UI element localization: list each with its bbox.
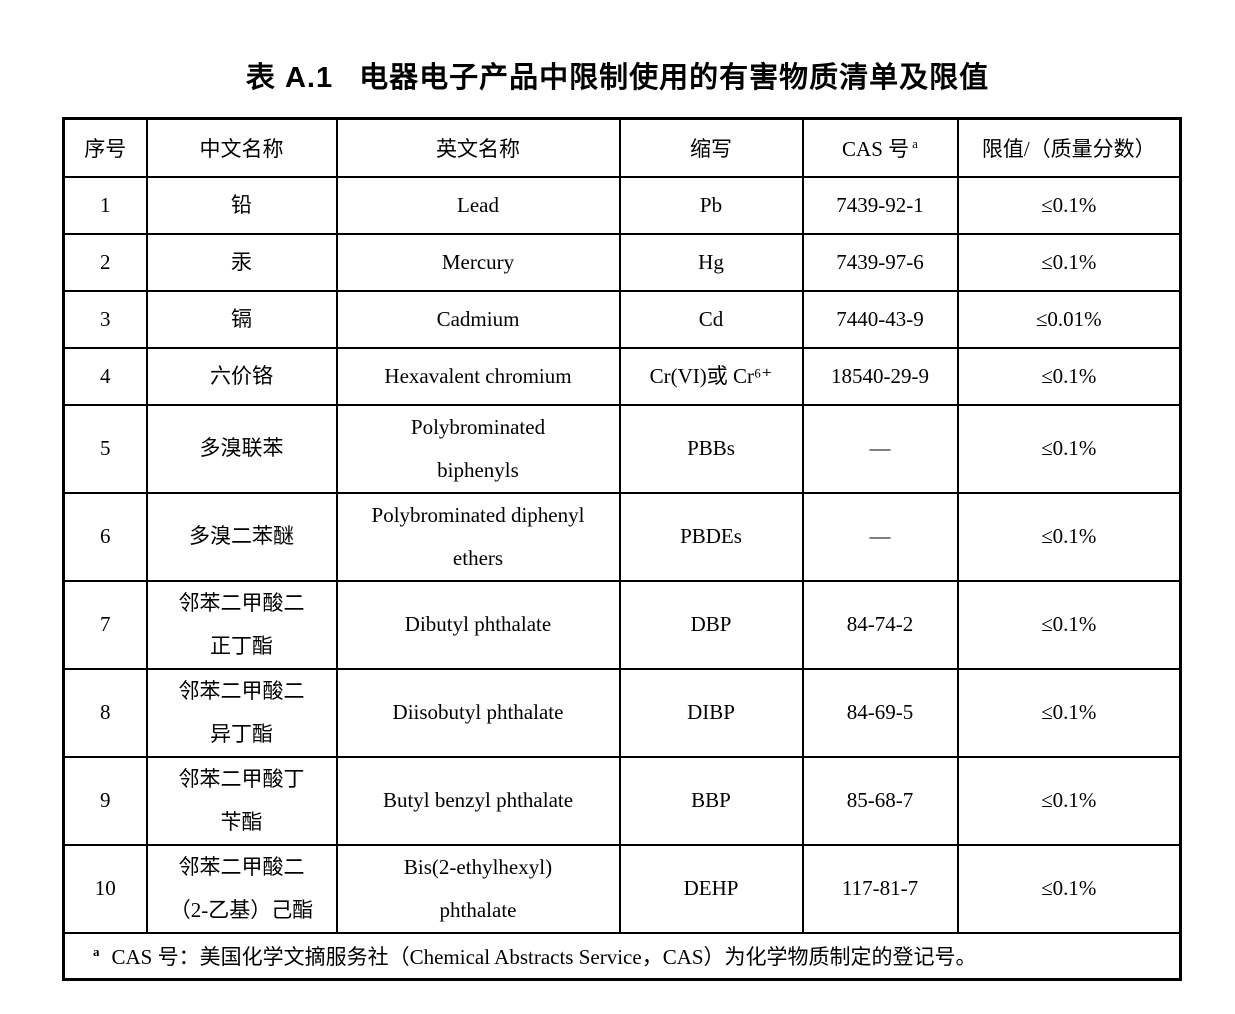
cell-limit-value: ≤0.1% — [956, 491, 1182, 582]
cell-abbreviation: BBP — [618, 755, 804, 846]
cell-chinese-name: 邻苯二甲酸二 正丁酯 — [145, 579, 338, 670]
cell-english-name: Dibutyl phthalate — [335, 579, 621, 670]
cell-limit-value: ≤0.1% — [956, 232, 1182, 292]
table-row: 9 邻苯二甲酸丁 苄酯 Butyl benzyl phthalate BBP 85-68… — [62, 755, 1182, 846]
cell-serial-number: 7 — [62, 579, 148, 670]
cell-cas-number: 7439-92-1 — [801, 175, 959, 235]
cell-serial-number: 4 — [62, 346, 148, 406]
cell-english-name: Polybrominated diphenyl ethers — [335, 491, 621, 582]
col-header-limit-value: 限值/（质量分数） — [956, 117, 1182, 178]
cell-english-name: Bis(2-ethylhexyl) phthalate — [335, 843, 621, 934]
cell-abbreviation: DIBP — [618, 667, 804, 758]
table-caption: 表 A.1 电器电子产品中限制使用的有害物质清单及限值 — [0, 54, 1235, 96]
footnote-text: CAS 号：美国化学文摘服务社（Chemical Abstracts Servi… — [111, 944, 977, 969]
table-caption-number: 表 A.1 — [245, 62, 334, 94]
cell-limit-value: ≤0.01% — [956, 289, 1182, 349]
cell-english-name: Cadmium — [335, 289, 621, 349]
cell-cas-number: 7439-97-6 — [801, 232, 959, 292]
cell-english-name: Butyl benzyl phthalate — [335, 755, 621, 846]
col-header-serial-number: 序号 — [62, 117, 148, 178]
cell-english-name: Lead — [335, 175, 621, 235]
cell-cas-number: — — [801, 403, 959, 494]
cell-serial-number: 8 — [62, 667, 148, 758]
cell-cas-number: 117-81-7 — [801, 843, 959, 934]
cell-chinese-name: 邻苯二甲酸丁 苄酯 — [145, 755, 338, 846]
table-row: 4 六价铬 Hexavalent chromium Cr(VI)或 Cr⁶⁺ 18540… — [62, 346, 1182, 406]
cas-footnote-marker: a — [912, 135, 918, 151]
table-row: 5 多溴联苯 Polybrominated biphenyls PBBs — ≤0.1% — [62, 403, 1182, 494]
cell-english-name: Hexavalent chromium — [335, 346, 621, 406]
cell-chinese-name: 多溴二苯醚 — [145, 491, 338, 582]
table-row: 6 多溴二苯醚 Polybrominated diphenyl ethers PBDE… — [62, 491, 1182, 582]
cas-header-label: CAS 号 — [842, 136, 910, 161]
cell-abbreviation: DBP — [618, 579, 804, 670]
cell-limit-value: ≤0.1% — [956, 667, 1182, 758]
cell-chinese-name: 汞 — [145, 232, 338, 292]
cell-chinese-name: 镉 — [145, 289, 338, 349]
cell-abbreviation: Cr(VI)或 Cr⁶⁺ — [618, 346, 804, 406]
table-row: 1 铅 Lead Pb 7439-92-1 ≤0.1% — [62, 175, 1182, 235]
col-header-abbreviation: 缩写 — [618, 117, 804, 178]
footnote-row: a CAS 号：美国化学文摘服务社（Chemical Abstracts Serv… — [62, 931, 1182, 981]
cell-abbreviation: DEHP — [618, 843, 804, 934]
cell-serial-number: 6 — [62, 491, 148, 582]
cell-serial-number: 9 — [62, 755, 148, 846]
cell-limit-value: ≤0.1% — [956, 579, 1182, 670]
cell-limit-value: ≤0.1% — [956, 346, 1182, 406]
cell-serial-number: 1 — [62, 175, 148, 235]
cell-english-name: Diisobutyl phthalate — [335, 667, 621, 758]
col-header-chinese-name: 中文名称 — [145, 117, 338, 178]
cell-abbreviation: Hg — [618, 232, 804, 292]
table-caption-text: 电器电子产品中限制使用的有害物质清单及限值 — [359, 62, 990, 94]
cell-abbreviation: PBBs — [618, 403, 804, 494]
cell-cas-number: 18540-29-9 — [801, 346, 959, 406]
footnote-cell: a CAS 号：美国化学文摘服务社（Chemical Abstracts Serv… — [62, 931, 1182, 981]
cell-abbreviation: PBDEs — [618, 491, 804, 582]
cell-cas-number: 84-74-2 — [801, 579, 959, 670]
cell-limit-value: ≤0.1% — [956, 755, 1182, 846]
cell-limit-value: ≤0.1% — [956, 843, 1182, 934]
cell-serial-number: 10 — [62, 843, 148, 934]
cell-cas-number: 84-69-5 — [801, 667, 959, 758]
table-row: 3 镉 Cadmium Cd 7440-43-9 ≤0.01% — [62, 289, 1182, 349]
table-row: 2 汞 Mercury Hg 7439-97-6 ≤0.1% — [62, 232, 1182, 292]
table-row: 10 邻苯二甲酸二 （2-乙基）己酯 Bis(2-ethylhexyl) phtha… — [62, 843, 1182, 934]
cell-cas-number: 7440-43-9 — [801, 289, 959, 349]
cell-serial-number: 2 — [62, 232, 148, 292]
cell-chinese-name: 邻苯二甲酸二 异丁酯 — [145, 667, 338, 758]
cell-abbreviation: Cd — [618, 289, 804, 349]
cell-limit-value: ≤0.1% — [956, 403, 1182, 494]
cell-chinese-name: 铅 — [145, 175, 338, 235]
cell-cas-number: — — [801, 491, 959, 582]
cell-english-name: Polybrominated biphenyls — [335, 403, 621, 494]
cell-cas-number: 85-68-7 — [801, 755, 959, 846]
cell-abbreviation: Pb — [618, 175, 804, 235]
cell-english-name: Mercury — [335, 232, 621, 292]
cell-serial-number: 5 — [62, 403, 148, 494]
cell-chinese-name: 多溴联苯 — [145, 403, 338, 494]
col-header-english-name: 英文名称 — [335, 117, 621, 178]
cell-limit-value: ≤0.1% — [956, 175, 1182, 235]
footnote-marker: a — [93, 943, 100, 959]
cell-serial-number: 3 — [62, 289, 148, 349]
cell-chinese-name: 邻苯二甲酸二 （2-乙基）己酯 — [145, 843, 338, 934]
table-row: 7 邻苯二甲酸二 正丁酯 Dibutyl phthalate DBP 84-74-2 ≤0… — [62, 579, 1182, 670]
table-row: 8 邻苯二甲酸二 异丁酯 Diisobutyl phthalate DIBP 84-69… — [62, 667, 1182, 758]
cell-chinese-name: 六价铬 — [145, 346, 338, 406]
